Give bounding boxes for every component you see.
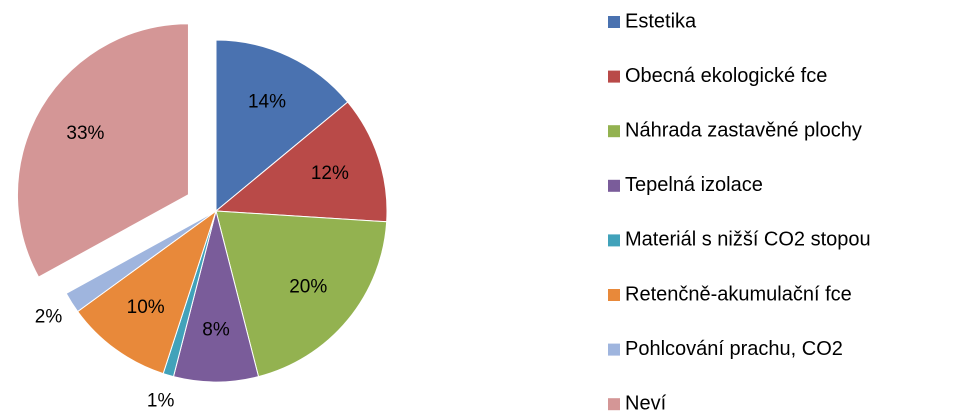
- pie-slice: [215, 39, 349, 213]
- legend-label: Estetika: [625, 10, 697, 32]
- pie-slice: [215, 210, 388, 378]
- legend-label: Obecná ekologické fce: [625, 65, 827, 87]
- legend-swatch: [608, 343, 620, 356]
- legend-swatch: [608, 125, 620, 138]
- legend-swatch: [608, 70, 620, 83]
- legend-swatch: [608, 179, 620, 192]
- data-label: 1%: [147, 390, 175, 411]
- data-label: 14%: [248, 92, 286, 113]
- data-label: 33%: [66, 123, 104, 144]
- legend-label: Tepelná izolace: [625, 174, 763, 196]
- legend-swatch: [608, 398, 620, 411]
- data-label: 12%: [311, 163, 349, 184]
- legend-swatch: [608, 289, 620, 301]
- data-label: 2%: [35, 306, 63, 327]
- legend-label: Pohlcování prachu, CO2: [625, 338, 843, 360]
- pie-slice: [65, 210, 217, 313]
- pie-slice: [214, 101, 388, 223]
- data-label: 8%: [202, 320, 230, 341]
- data-label: 10%: [127, 297, 165, 318]
- pie-slice: [16, 23, 189, 278]
- legend-label: Neví: [625, 392, 667, 411]
- legend-swatch: [608, 234, 620, 247]
- legend-swatch: [608, 16, 620, 28]
- data-label: 20%: [289, 276, 327, 297]
- legend-label: Materiál s nižší CO2 stopou: [625, 229, 871, 251]
- legend-label: Retenčně-akumulační fce: [625, 283, 852, 305]
- legend-label: Náhrada zastavěné plochy: [625, 119, 862, 141]
- pie-slice: [76, 209, 217, 375]
